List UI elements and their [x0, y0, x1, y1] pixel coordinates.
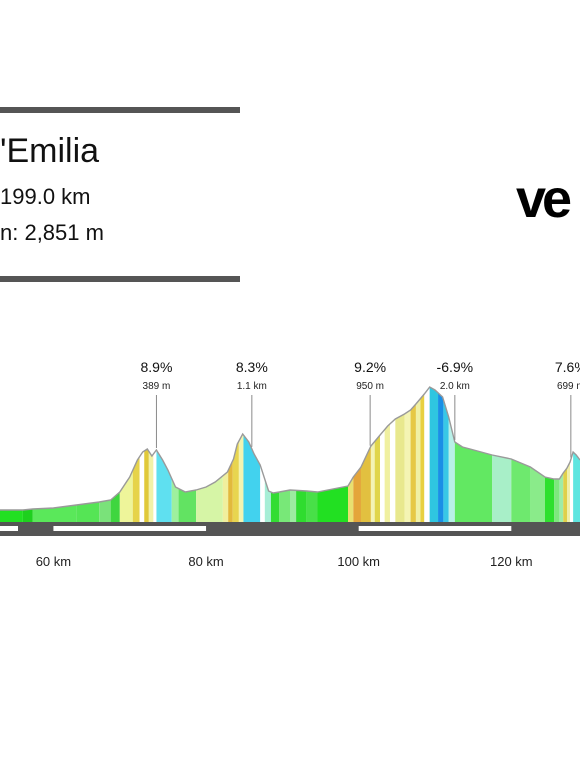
scale-bar-band	[53, 526, 207, 531]
profile-segment	[420, 387, 425, 522]
profile-segment	[544, 387, 555, 522]
annotation-gradient: 8.9%	[140, 359, 172, 375]
profile-segment	[415, 387, 421, 522]
profile-segment	[530, 387, 545, 522]
x-axis-ticks: 60 km 80 km 100 km 120 km	[36, 554, 533, 569]
profile-segment	[153, 387, 157, 522]
profile-segment	[374, 387, 381, 522]
gradient-segments	[0, 387, 580, 522]
race-title: 'Emilia	[0, 132, 100, 170]
brand-logo: ve	[516, 169, 572, 229]
scale-bar-band	[0, 526, 18, 531]
profile-segment	[563, 387, 568, 522]
profile-segment	[438, 387, 444, 522]
profile-segment	[132, 387, 140, 522]
profile-segment	[573, 387, 580, 522]
profile-segment	[148, 387, 154, 522]
profile-segment	[389, 387, 396, 522]
profile-segment	[360, 387, 371, 522]
annotation-gradient: 7.6%	[555, 359, 580, 375]
header-bottom-rule	[0, 276, 240, 282]
profile-segment	[370, 387, 375, 522]
x-tick-label: 100 km	[337, 554, 380, 569]
annotation-length: 389 m	[143, 381, 171, 392]
profile-segment	[443, 387, 449, 522]
profile-segment	[410, 387, 416, 522]
profile-segment	[395, 387, 405, 522]
profile-segment	[232, 387, 239, 522]
profile-segment	[306, 387, 318, 522]
annotation-gradient: -6.9%	[437, 359, 474, 375]
profile-segment	[511, 387, 531, 522]
profile-outline	[0, 386, 580, 511]
profile-segment	[348, 387, 354, 522]
profile-segment	[454, 387, 493, 522]
x-tick-label: 80 km	[188, 554, 223, 569]
profile-segment	[32, 387, 77, 522]
annotation-gradient: 8.3%	[236, 359, 268, 375]
profile-segment	[404, 387, 411, 522]
race-elevation: n: 2,851 m	[0, 220, 104, 245]
profile-segment	[279, 387, 290, 522]
profile-segment	[559, 387, 564, 522]
profile-segment	[448, 387, 455, 522]
profile-segment	[290, 387, 297, 522]
profile-segment	[222, 387, 229, 522]
profile-segment	[178, 387, 197, 522]
header-top-rule	[0, 107, 240, 113]
profile-segment	[429, 387, 439, 522]
profile-segment	[492, 387, 512, 522]
scale-bar-base	[0, 522, 580, 536]
profile-segment	[99, 387, 111, 522]
x-tick-label: 120 km	[490, 554, 533, 569]
profile-segment	[567, 387, 571, 522]
distance-scale-bar	[0, 522, 580, 536]
profile-segment	[156, 387, 172, 522]
profile-segment	[260, 387, 265, 522]
profile-segment	[384, 387, 390, 522]
race-distance: 199.0 km	[0, 184, 91, 209]
profile-segment	[0, 387, 23, 522]
annotation-length: 950 m	[356, 381, 384, 392]
annotation-length: 2.0 km	[440, 381, 470, 392]
climb-annotations: 8.9% 389 m 8.3% 1.1 km 9.2% 950 m -6.9% 2.0 km 7…	[140, 359, 580, 458]
profile-segment	[228, 387, 233, 522]
annotation-gradient: 9.2%	[354, 359, 386, 375]
profile-segment	[380, 387, 385, 522]
scale-bar-band	[358, 526, 512, 531]
profile-segment	[424, 387, 430, 522]
profile-segment	[144, 387, 149, 522]
profile-segment	[238, 387, 244, 522]
profile-segment	[296, 387, 307, 522]
profile-segment	[76, 387, 100, 522]
annotation-length: 1.1 km	[237, 381, 267, 392]
profile-segment	[110, 387, 120, 522]
annotation-length: 699 m	[557, 381, 580, 392]
profile-segment	[22, 387, 33, 522]
profile-segment	[270, 387, 280, 522]
x-tick-label: 60 km	[36, 554, 71, 569]
profile-segment	[554, 387, 560, 522]
profile-segment	[353, 387, 361, 522]
profile-segment	[139, 387, 145, 522]
